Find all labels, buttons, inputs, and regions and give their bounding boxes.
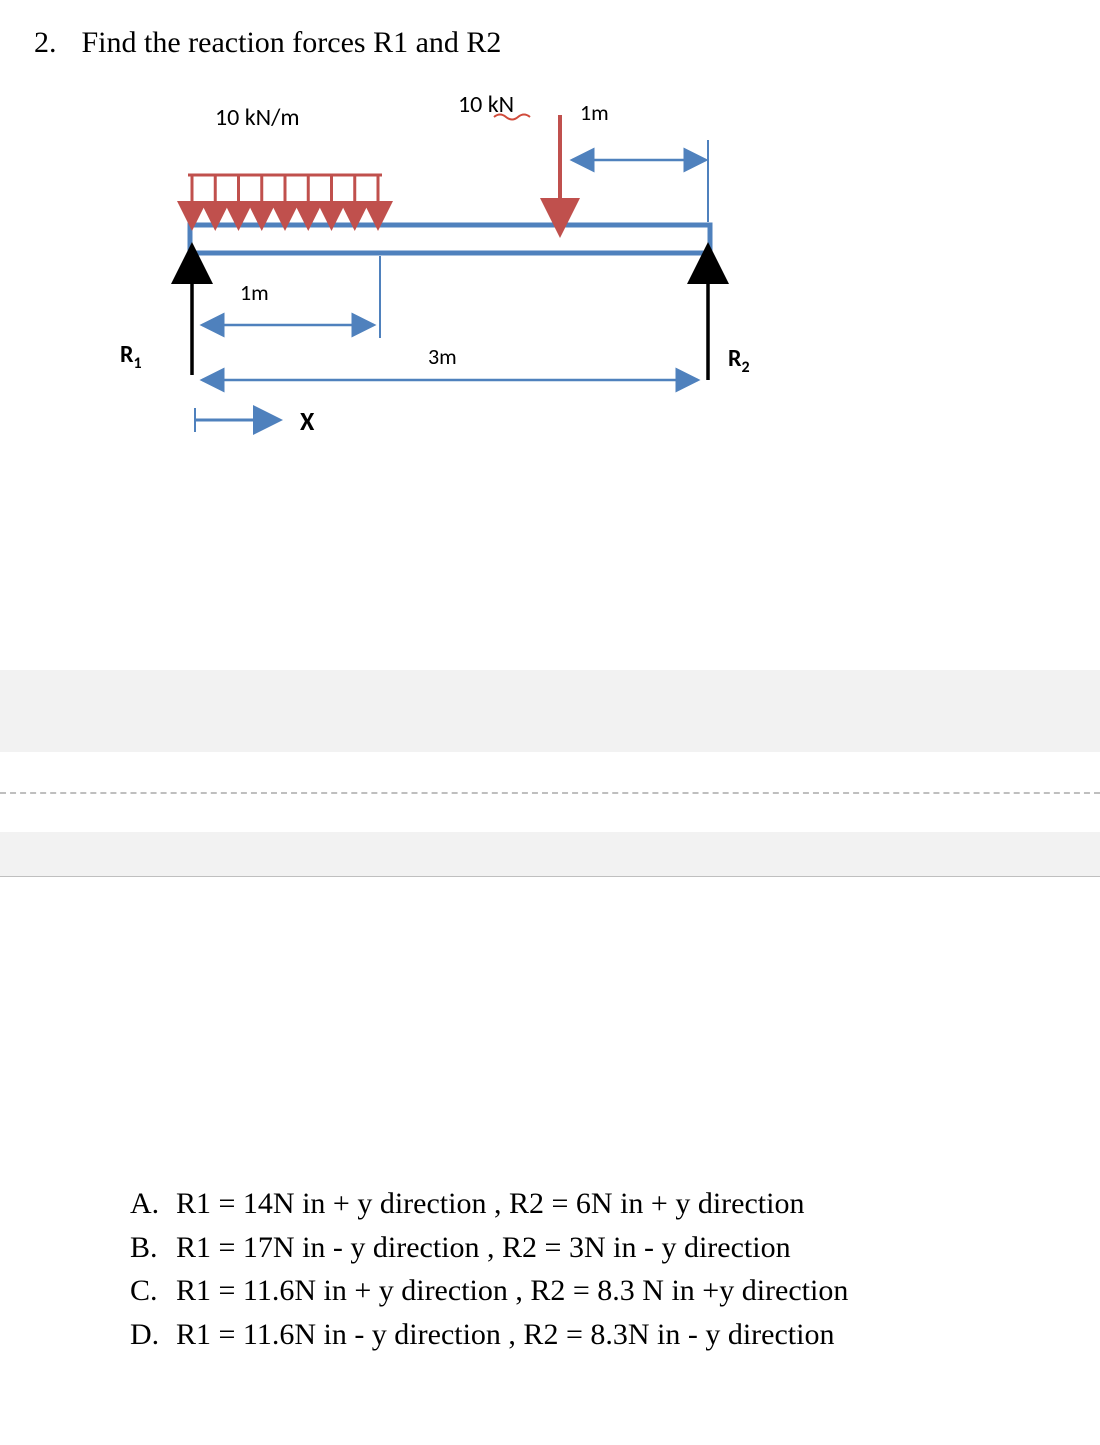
answer-text: R1 = 11.6N in - y direction , R2 = 8.3N …	[176, 1318, 834, 1351]
answer-text: R1 = 11.6N in + y direction , R2 = 8.3 N…	[176, 1274, 848, 1307]
question-text: Find the reaction forces R1 and R2	[82, 26, 502, 59]
dim-3m-label: 3m	[428, 343, 457, 370]
question-row: 2. Find the reaction forces R1 and R2	[34, 26, 501, 60]
beam	[190, 225, 710, 253]
answer-list: A.R1 = 14N in + y direction , R2 = 6N in…	[130, 1182, 848, 1356]
answer-text: R1 = 14N in + y direction , R2 = 6N in +…	[176, 1187, 804, 1220]
page: 2. Find the reaction forces R1 and R2	[0, 0, 1100, 1445]
distributed-load	[188, 175, 382, 216]
answer-letter: A.	[130, 1182, 176, 1226]
answer-letter: B.	[130, 1226, 176, 1270]
answer-option: A.R1 = 14N in + y direction , R2 = 6N in…	[130, 1182, 848, 1226]
diagram-svg: 10 kN/m 10 kN 1m 1m 3m X R1 R2	[110, 80, 790, 460]
divider-bottom	[0, 876, 1100, 877]
x-axis-label: X	[300, 405, 315, 437]
point-load-label-group: 10 kN	[458, 90, 530, 120]
x-axis-arrow	[195, 408, 280, 432]
shade-band-1	[0, 670, 1100, 752]
distributed-load-arrows	[192, 175, 378, 216]
answer-option: C.R1 = 11.6N in + y direction , R2 = 8.3…	[130, 1269, 848, 1313]
answer-letter: C.	[130, 1269, 176, 1313]
distributed-load-label: 10 kN/m	[215, 103, 300, 132]
divider-dashed	[0, 792, 1100, 794]
dim-1m-label: 1m	[240, 279, 269, 306]
reaction-r2-label: R2	[728, 344, 750, 377]
dim-top-right	[572, 140, 708, 222]
answer-option: B.R1 = 17N in - y direction , R2 = 3N in…	[130, 1226, 848, 1270]
dim-1m	[202, 256, 380, 338]
dim-top-right-label: 1m	[580, 99, 609, 126]
shade-band-2	[0, 832, 1100, 876]
answer-option: D.R1 = 11.6N in - y direction , R2 = 8.3…	[130, 1313, 848, 1357]
point-load-label: 10 kN	[458, 90, 514, 119]
answer-letter: D.	[130, 1313, 176, 1357]
answer-text: R1 = 17N in - y direction , R2 = 3N in -…	[176, 1231, 791, 1264]
question-number: 2.	[34, 26, 74, 60]
reaction-r1-label: R1	[120, 340, 142, 373]
beam-diagram: 10 kN/m 10 kN 1m 1m 3m X R1 R2	[110, 80, 790, 460]
